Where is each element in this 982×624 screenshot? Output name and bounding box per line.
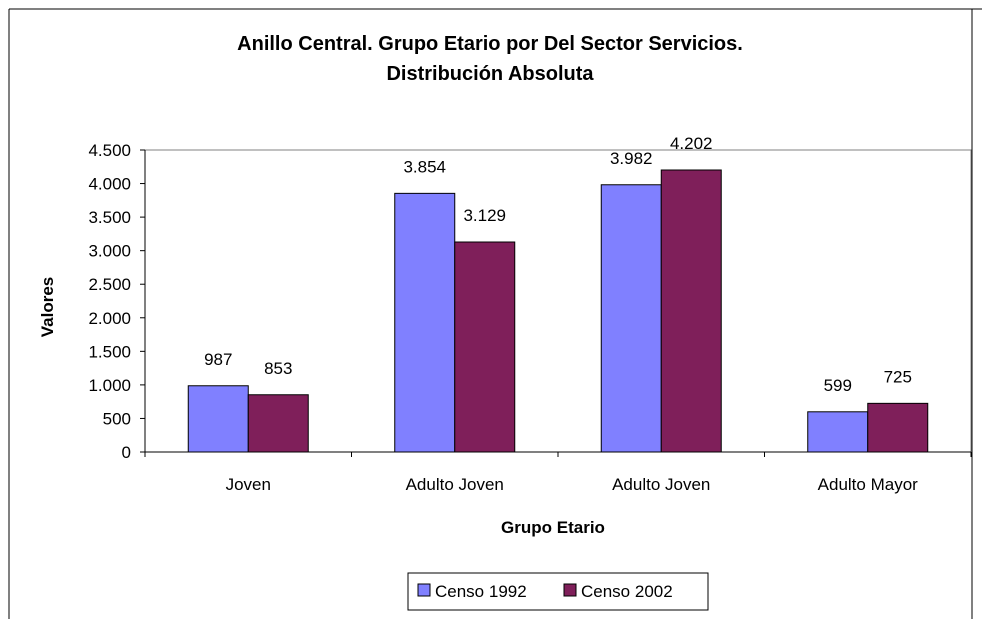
x-axis-title: Grupo Etario [501, 518, 605, 537]
x-tick-label: Adulto Joven [406, 475, 504, 494]
x-tick-label: Adulto Mayor [818, 475, 918, 494]
bar-censo-1992 [600, 184, 662, 453]
legend: Censo 1992 Censo 2002 [407, 572, 709, 611]
y-tick-label: 500 [103, 409, 131, 428]
bar-censo-2002 [247, 394, 309, 453]
y-tick-label: 1.000 [88, 376, 131, 395]
bar-censo-2002 [660, 169, 722, 453]
x-axis: Joven Adulto Joven Adulto Joven Adulto Mayo… [144, 451, 972, 494]
y-tick-label: 4.000 [88, 175, 131, 194]
y-tick-label: 1.500 [88, 342, 131, 361]
y-tick-label: 3.000 [88, 242, 131, 261]
y-tick-label: 0 [122, 443, 131, 462]
legend-swatch-censo-1992 [417, 583, 431, 597]
legend-swatch-censo-2002 [563, 583, 577, 597]
legend-label-censo-1992: Censo 1992 [435, 582, 527, 601]
x-tick-label: Joven [226, 475, 271, 494]
bar-data-label: 853 [264, 359, 292, 378]
x-tick-label: Adulto Joven [612, 475, 710, 494]
bar-data-label: 599 [824, 376, 852, 395]
y-tick-label: 2.000 [88, 309, 131, 328]
y-tick-label: 3.500 [88, 208, 131, 227]
bar-data-label: 3.982 [610, 149, 653, 168]
bar-data-label: 725 [884, 367, 912, 386]
bar-censo-2002 [867, 402, 929, 453]
bar-censo-1992 [187, 385, 249, 453]
legend-label-censo-2002: Censo 2002 [581, 582, 673, 601]
bar-data-label: 3.129 [463, 206, 506, 225]
bar-labels: 987 853 3.854 3.129 3.982 4.202 599 725 [204, 134, 912, 395]
chart-title-line-1: Anillo Central. Grupo Etario por Del Sec… [237, 33, 743, 55]
y-tick-label: 2.500 [88, 275, 131, 294]
bars [187, 169, 929, 453]
bar-data-label: 987 [204, 350, 232, 369]
bar-censo-2002 [454, 241, 516, 453]
y-axis-title: Valores [38, 277, 57, 338]
chart-title-line-2: Distribución Absoluta [386, 63, 594, 85]
bar-data-label: 4.202 [670, 134, 713, 153]
bar-data-label: 3.854 [403, 157, 446, 176]
legend-box [407, 572, 709, 611]
y-axis: 0 500 1.000 1.500 2.000 2.500 3.000 3.500 4.000 4… [88, 141, 146, 462]
bar-censo-1992 [807, 411, 869, 453]
y-tick-label: 4.500 [88, 141, 131, 160]
bar-censo-1992 [394, 192, 456, 453]
